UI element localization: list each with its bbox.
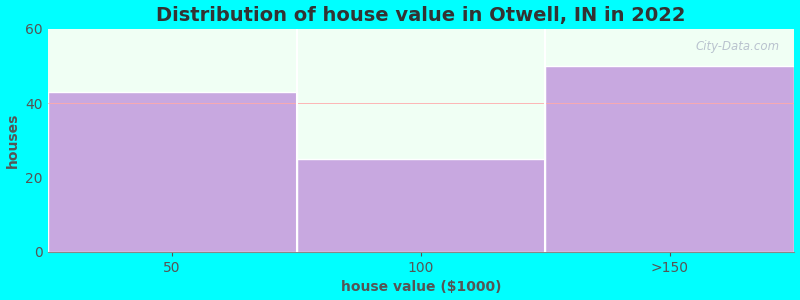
Y-axis label: houses: houses xyxy=(6,113,19,168)
Bar xyxy=(546,66,794,252)
X-axis label: house value ($1000): house value ($1000) xyxy=(341,280,502,294)
Bar xyxy=(297,159,546,252)
Title: Distribution of house value in Otwell, IN in 2022: Distribution of house value in Otwell, I… xyxy=(156,6,686,25)
Text: City-Data.com: City-Data.com xyxy=(695,40,779,53)
Bar xyxy=(47,92,297,252)
